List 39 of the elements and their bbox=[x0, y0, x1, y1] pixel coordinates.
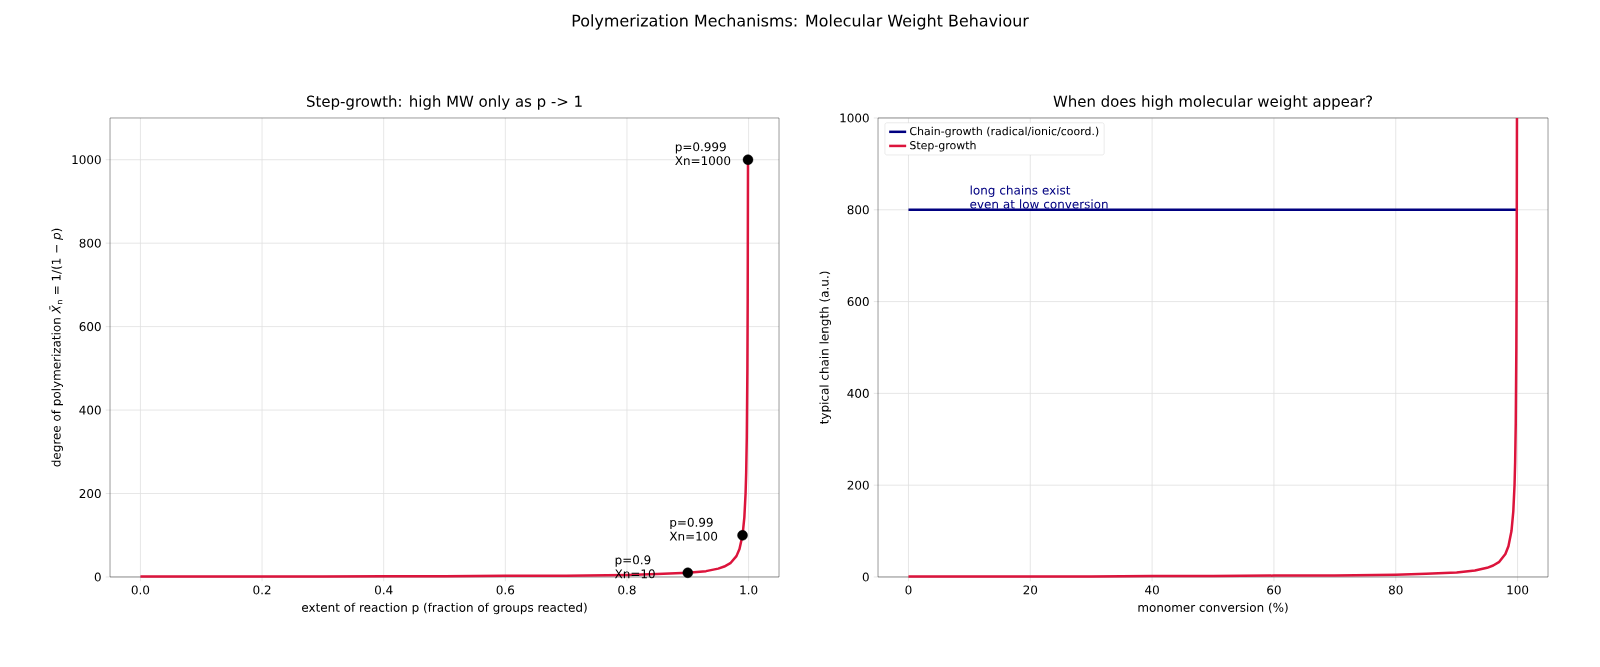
y-tick-label: 0 bbox=[94, 572, 101, 582]
annotation: p=0.99 Xn=100 bbox=[669, 517, 718, 541]
annotation: long chains exist even at low conversion bbox=[970, 185, 1108, 209]
x-tick-label: 0.8 bbox=[618, 585, 636, 595]
x-tick-label: 0.0 bbox=[131, 585, 150, 595]
y-tick-label: 400 bbox=[79, 405, 101, 415]
x-tick-label: 1.0 bbox=[740, 585, 758, 595]
y-tick-label: 600 bbox=[847, 297, 869, 307]
y-tick-label: 800 bbox=[847, 205, 869, 215]
y-axis-title: typical chain length (a.u.) bbox=[819, 271, 831, 424]
legend-label: Step-growth bbox=[910, 140, 976, 152]
y-tick-label: 800 bbox=[79, 238, 101, 248]
x-tick-label: 80 bbox=[1388, 585, 1403, 595]
y-tick-label: 0 bbox=[862, 572, 869, 582]
chart-title: Step-growth: high MW only as p -> 1 bbox=[307, 95, 582, 110]
x-tick-label: 0.6 bbox=[496, 585, 515, 595]
x-tick-label: 0.4 bbox=[374, 585, 393, 595]
y-tick-label: 200 bbox=[847, 480, 869, 490]
point bbox=[682, 567, 693, 579]
y-tick-label: 200 bbox=[79, 489, 101, 499]
x-tick-label: 20 bbox=[1023, 585, 1038, 595]
y-tick-label: 1000 bbox=[840, 113, 869, 123]
y-axis-title: degree of polymerization X̄$_{n}$ = 1/(1 − p) bbox=[49, 228, 63, 467]
y-tick-label: 400 bbox=[847, 388, 869, 398]
point bbox=[742, 154, 754, 165]
x-tick-label: 60 bbox=[1267, 585, 1281, 595]
x-tick-label: 0.2 bbox=[253, 585, 271, 595]
chart-title: When does high molecular weight appear? bbox=[1053, 95, 1373, 110]
y-tick-label: 1000 bbox=[72, 155, 101, 165]
x-tick-label: 100 bbox=[1507, 585, 1529, 595]
y-tick-label: 600 bbox=[79, 322, 101, 332]
point bbox=[737, 530, 748, 541]
annotation: p=0.999 Xn=1000 bbox=[675, 142, 731, 166]
x-axis-title: extent of reaction p (fraction of groups reacted) bbox=[302, 602, 587, 615]
text: Polymerization Mechanisms: Molecular Weight Behaviour bbox=[572, 14, 1029, 30]
x-tick-label: 0 bbox=[905, 585, 912, 595]
legend-label: Chain-growth (radical/ionic/coord.) bbox=[910, 126, 1099, 138]
x-axis-title: monomer conversion (%) bbox=[1138, 602, 1288, 614]
x-tick-label: 40 bbox=[1145, 585, 1159, 595]
